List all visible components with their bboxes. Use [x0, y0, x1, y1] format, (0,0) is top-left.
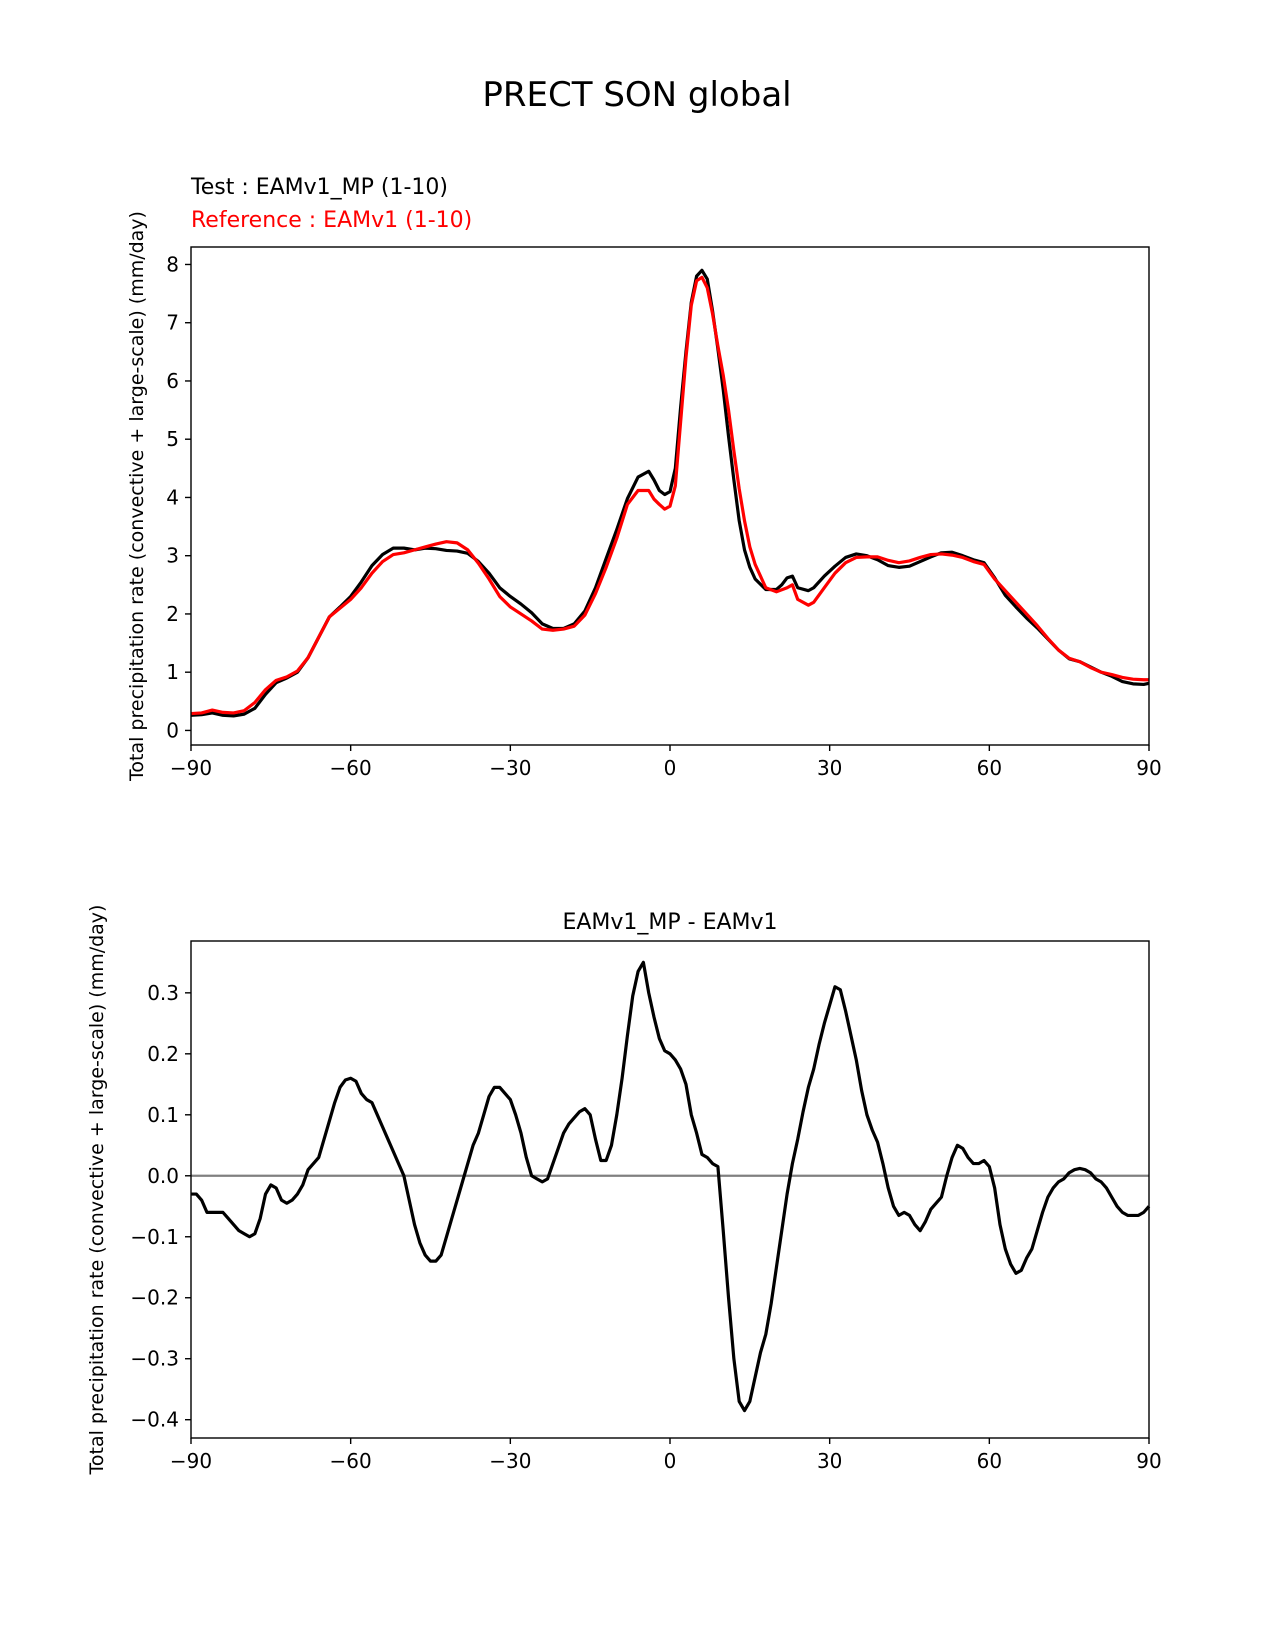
y-tick-label: −0.3 — [130, 1347, 179, 1371]
y-tick-label: −0.2 — [130, 1286, 179, 1310]
y-tick-label: 0.3 — [147, 981, 179, 1005]
y-tick-label: 0.0 — [147, 1164, 179, 1188]
x-tick-label: −30 — [489, 756, 531, 780]
figure-title: PRECT SON global — [482, 75, 791, 115]
x-tick-label: 60 — [977, 1449, 1002, 1473]
axes-frame — [190, 940, 1150, 1439]
y-tick-label: 3 — [166, 544, 179, 568]
y-tick-label: 1 — [166, 660, 179, 684]
top-chart: −90 −60 −30 0 30 60 90 0 1 2 3 4 5 6 7 8 Total precipita… — [126, 175, 1162, 782]
x-tick-label: 90 — [1136, 1449, 1161, 1473]
y-tick-label: 4 — [166, 485, 179, 509]
y-tick-label: 0.2 — [147, 1042, 179, 1066]
y-axis-label: Total precipitation rate (convective + l… — [126, 211, 148, 782]
x-tick-label: 0 — [664, 756, 677, 780]
y-tick-label: 0.1 — [147, 1103, 179, 1127]
series-line-1 — [191, 960, 1151, 1413]
y-tick-label: 0 — [166, 718, 179, 742]
series-line-1 — [190, 268, 1150, 718]
x-tick-label: −60 — [330, 1449, 372, 1473]
y-tick-label: −0.1 — [130, 1225, 179, 1249]
y-tick-label: 8 — [166, 252, 179, 276]
x-tick-label: −60 — [330, 756, 372, 780]
x-tick-label: −30 — [489, 1449, 531, 1473]
test-legend-label: Test : EAMv1_MP (1-10) — [190, 175, 448, 200]
x-tick-label: 90 — [1136, 756, 1161, 780]
y-tick-label: 2 — [166, 602, 179, 626]
y-tick-label: 5 — [166, 427, 179, 451]
x-tick-label: −90 — [170, 1449, 212, 1473]
x-tick-label: 0 — [664, 1449, 677, 1473]
x-tick-label: −90 — [170, 756, 212, 780]
y-tick-label: −0.4 — [130, 1408, 179, 1432]
x-tick-label: 30 — [817, 1449, 842, 1473]
difference-chart: −90 −60 −30 0 30 60 90 −0.4 −0.3 −0.2 −0.1 0.0 0.1 0.… — [86, 905, 1162, 1476]
reference-legend-label: Reference : EAMv1 (1-10) — [191, 208, 472, 233]
axes-frame — [190, 246, 1150, 746]
y-tick-label: 6 — [166, 369, 179, 393]
series-line-2 — [190, 275, 1149, 716]
x-tick-label: 30 — [817, 756, 842, 780]
chart-title: EAMv1_MP - EAMv1 — [562, 910, 777, 935]
y-axis-label: Total precipitation rate (convective + l… — [86, 905, 108, 1476]
y-tick-label: 7 — [166, 311, 179, 335]
x-tick-label: 60 — [977, 756, 1002, 780]
